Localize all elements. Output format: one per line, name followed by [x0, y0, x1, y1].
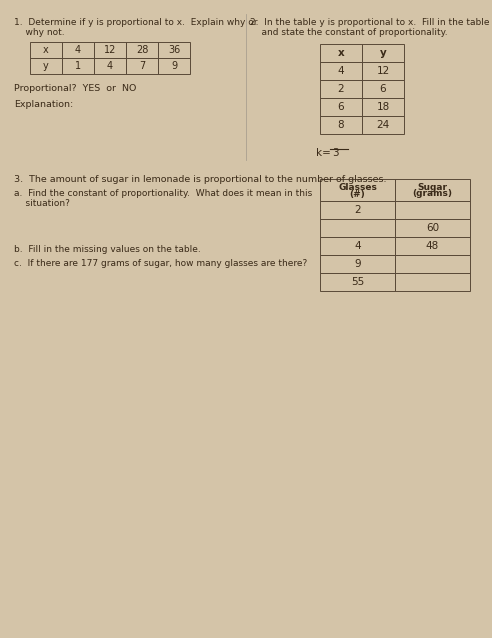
Text: why not.: why not.	[14, 28, 64, 37]
Bar	[94, 42, 126, 58]
Bar	[395, 219, 470, 237]
Text: 4: 4	[75, 45, 81, 55]
Bar	[362, 80, 404, 98]
Text: 48: 48	[426, 241, 439, 251]
Text: 3.  The amount of sugar in lemonade is proportional to the number of glasses.: 3. The amount of sugar in lemonade is pr…	[14, 175, 387, 184]
Bar	[320, 62, 362, 80]
Text: Proportional?  YES  or  NO: Proportional? YES or NO	[14, 84, 136, 93]
Text: 60: 60	[426, 223, 439, 233]
Bar	[362, 62, 404, 80]
Text: (#): (#)	[350, 189, 366, 198]
Text: 4: 4	[107, 61, 113, 71]
Bar	[395, 255, 470, 273]
Text: x: x	[338, 48, 344, 58]
Bar	[320, 80, 362, 98]
Bar	[320, 98, 362, 116]
Text: 2.  In the table y is proportional to x.  Fill in the table: 2. In the table y is proportional to x. …	[250, 18, 490, 27]
Bar	[158, 42, 190, 58]
Bar	[320, 219, 395, 237]
Text: 3: 3	[332, 148, 338, 158]
Text: c.  If there are 177 grams of sugar, how many glasses are there?: c. If there are 177 grams of sugar, how …	[14, 259, 307, 268]
Bar	[395, 273, 470, 291]
Bar	[62, 42, 94, 58]
Bar	[395, 179, 470, 201]
Bar	[126, 58, 158, 74]
Text: 24: 24	[376, 120, 390, 130]
Bar	[62, 58, 94, 74]
Text: b.  Fill in the missing values on the table.: b. Fill in the missing values on the tab…	[14, 245, 201, 254]
Text: 55: 55	[351, 277, 364, 287]
Text: Glasses: Glasses	[338, 182, 377, 191]
Text: 4: 4	[354, 241, 361, 251]
Text: 7: 7	[139, 61, 145, 71]
Bar	[362, 116, 404, 134]
Bar	[362, 44, 404, 62]
Text: 18: 18	[376, 102, 390, 112]
Bar	[320, 255, 395, 273]
Bar	[30, 42, 62, 58]
Bar	[320, 237, 395, 255]
Text: x: x	[43, 45, 49, 55]
Bar	[395, 237, 470, 255]
Bar	[126, 42, 158, 58]
Text: k=: k=	[316, 148, 331, 158]
Text: 6: 6	[380, 84, 386, 94]
Text: and state the constant of proportionality.: and state the constant of proportionalit…	[250, 28, 448, 37]
Bar	[94, 58, 126, 74]
Text: 12: 12	[104, 45, 116, 55]
Text: 28: 28	[136, 45, 148, 55]
Text: (grams): (grams)	[412, 189, 453, 198]
Text: 12: 12	[376, 66, 390, 76]
Bar	[320, 179, 395, 201]
Text: 9: 9	[354, 259, 361, 269]
Text: Sugar: Sugar	[418, 182, 448, 191]
Text: a.  Find the constant of proportionality.  What does it mean in this: a. Find the constant of proportionality.…	[14, 189, 312, 198]
Text: 2: 2	[338, 84, 344, 94]
Bar	[320, 44, 362, 62]
Text: 6: 6	[338, 102, 344, 112]
Text: y: y	[43, 61, 49, 71]
Text: y: y	[380, 48, 386, 58]
Text: 9: 9	[171, 61, 177, 71]
Bar	[320, 201, 395, 219]
Text: 4: 4	[338, 66, 344, 76]
Bar	[362, 98, 404, 116]
Bar	[320, 273, 395, 291]
Bar	[158, 58, 190, 74]
Text: situation?: situation?	[14, 199, 70, 208]
Text: 1: 1	[75, 61, 81, 71]
Bar	[395, 201, 470, 219]
Bar	[320, 116, 362, 134]
Text: Explanation:: Explanation:	[14, 100, 73, 109]
Text: 36: 36	[168, 45, 180, 55]
Bar	[30, 58, 62, 74]
Text: 8: 8	[338, 120, 344, 130]
Text: 1.  Determine if y is proportional to x.  Explain why or: 1. Determine if y is proportional to x. …	[14, 18, 257, 27]
Text: 2: 2	[354, 205, 361, 215]
